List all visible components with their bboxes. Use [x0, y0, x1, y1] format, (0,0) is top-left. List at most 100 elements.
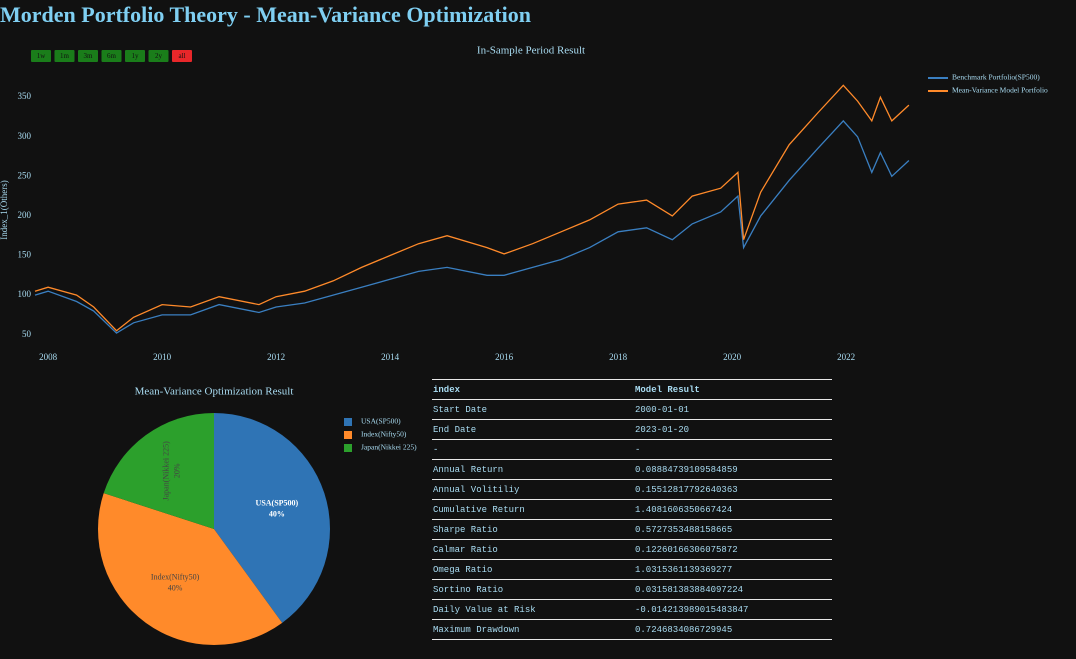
range-button-label: 1y: [132, 52, 140, 60]
range-button-bg: [172, 50, 192, 62]
range-button-label: all: [179, 52, 186, 60]
chart-title: In-Sample Period Result: [477, 45, 585, 57]
table-cell: Maximum Drawdown: [432, 619, 634, 640]
range-button-label: 2y: [155, 52, 163, 60]
table-cell: -0.014213989015483847: [634, 599, 832, 620]
table-row: Cumulative Return 1.4081606350667424: [432, 499, 832, 520]
table-row: Sortino Ratio 0.031581383884097224: [432, 579, 832, 600]
table-cell: Omega Ratio: [432, 559, 634, 580]
x-tick-label: 2020: [723, 352, 742, 362]
table-cell: 0.15512817792640363: [634, 479, 832, 500]
pie-slice: [103, 413, 214, 529]
range-button[interactable]: 1m: [54, 50, 75, 62]
range-button[interactable]: 1w: [31, 50, 51, 62]
y-tick-label: 200: [18, 210, 32, 220]
table-row: Sharpe Ratio 0.5727353488158665: [432, 519, 832, 540]
table-cell: 1.4081606350667424: [634, 499, 832, 520]
table-row: Annual Return 0.08884739109584859: [432, 459, 832, 480]
slice-label: Index(Nifty50) 40%: [151, 572, 200, 592]
legend-swatch: [344, 444, 352, 452]
range-button[interactable]: 1y: [125, 50, 145, 62]
pie-slice: [214, 413, 330, 623]
range-button-bg: [148, 50, 169, 62]
slice-name: USA(SP500): [256, 498, 299, 507]
legend-swatch: [344, 431, 352, 439]
series-line: [34, 84, 910, 332]
table-cell: -: [432, 439, 634, 460]
table-row: Daily Value at Risk -0.014213989015483847: [432, 599, 832, 620]
table-cell: 0.7246834086729945: [634, 619, 832, 640]
y-tick-label: 250: [18, 170, 32, 180]
table-cell: 2000-01-01: [634, 399, 832, 420]
table-cell: 0.5727353488158665: [634, 519, 832, 540]
slice-label: USA(SP500) 40%: [256, 498, 299, 518]
table-cell: Calmar Ratio: [432, 539, 634, 560]
table-row: Annual Volitiliy 0.15512817792640363: [432, 479, 832, 500]
x-tick-label: 2014: [381, 352, 400, 362]
range-button-label: 1m: [60, 52, 70, 60]
legend-swatch: [344, 418, 352, 426]
slice-percent: 40%: [168, 583, 183, 592]
table-row: Start Date 2000-01-01: [432, 399, 832, 420]
table-row: Calmar Ratio 0.12260166306075872: [432, 539, 832, 560]
table-body: Start Date 2000-01-01 End Date 2023-01-20- -…: [432, 399, 832, 640]
range-button[interactable]: all: [172, 50, 192, 62]
table-cell: 1.0315361139369277: [634, 559, 832, 580]
table-cell: -: [634, 439, 832, 460]
x-tick-label: 2018: [609, 352, 628, 362]
x-tick-label: 2012: [267, 352, 285, 362]
y-tick-label: 150: [18, 250, 32, 260]
legend-label: USA(SP500): [361, 417, 401, 426]
range-button-bg: [125, 50, 145, 62]
range-button-label: 3m: [84, 52, 94, 60]
range-button-label: 6m: [107, 52, 117, 60]
table-cell: Cumulative Return: [432, 499, 634, 520]
y-axis-title: Index_1(Others): [0, 180, 9, 239]
table-row: Omega Ratio 1.0315361139369277: [432, 559, 832, 580]
x-tick-label: 2022: [837, 352, 855, 362]
table-cell: 0.08884739109584859: [634, 459, 832, 480]
x-tick-label: 2008: [39, 352, 58, 362]
range-button[interactable]: 6m: [101, 50, 122, 62]
legend-label: Benchmark Portfolio(SP500): [952, 73, 1040, 82]
x-tick-label: 2016: [495, 352, 514, 362]
table-row: --: [432, 439, 832, 460]
table-cell: Sortino Ratio: [432, 579, 634, 600]
chart-title: Mean-Variance Optimization Result: [135, 386, 294, 398]
legend-label: Index(Nifty50): [361, 430, 407, 439]
table-head: index Model Result: [432, 379, 832, 400]
slice-name: Index(Nifty50): [151, 572, 200, 581]
table-row: Maximum Drawdown 0.7246834086729945: [432, 619, 832, 640]
table-header-row: index Model Result: [432, 379, 832, 400]
legend-label: Mean-Variance Model Portfolio: [952, 86, 1048, 95]
table-cell: 2023-01-20: [634, 419, 832, 440]
table-cell: Daily Value at Risk: [432, 599, 634, 620]
y-tick-label: 100: [18, 289, 32, 299]
table-row: End Date 2023-01-20: [432, 419, 832, 440]
page-title: Morden Portfolio Theory - Mean-Variance …: [0, 2, 531, 27]
pie-slice: [98, 493, 283, 645]
result-table: index Model Result Start Date 2000-01-01 En…: [432, 379, 832, 640]
range-button-bg: [78, 50, 98, 62]
range-button-bg: [31, 50, 51, 62]
range-button-bg: [101, 50, 122, 62]
column-header: Model Result: [634, 379, 832, 400]
table-cell: 0.031581383884097224: [634, 579, 832, 600]
slice-name: Japan(Nikkei 225): [162, 441, 171, 501]
column-header: index: [432, 379, 634, 400]
x-tick-label: 2010: [153, 352, 172, 362]
range-button-label: 1w: [37, 52, 47, 60]
table-cell: Start Date: [432, 399, 634, 420]
legend-label: Japan(Nikkei 225): [361, 443, 417, 452]
slice-percent: 20%: [173, 463, 182, 478]
y-tick-label: 300: [18, 131, 32, 141]
y-tick-label: 350: [18, 91, 32, 101]
range-button[interactable]: 3m: [78, 50, 98, 62]
range-button[interactable]: 2y: [148, 50, 169, 62]
series-line: [34, 119, 910, 334]
y-tick-label: 50: [22, 329, 32, 339]
range-button-bg: [54, 50, 75, 62]
table-cell: Annual Return: [432, 459, 634, 480]
